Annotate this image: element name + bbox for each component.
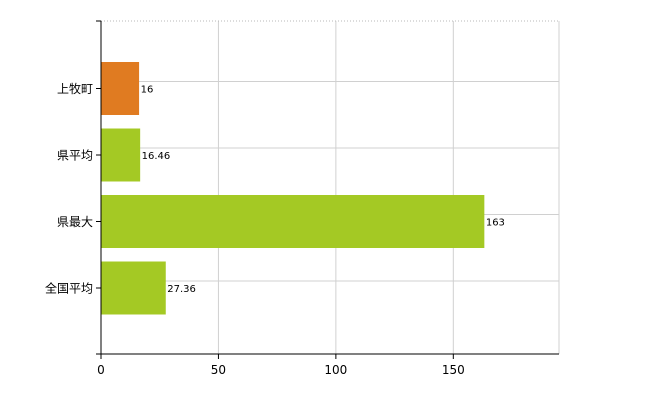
category-label-2: 県最大 (57, 215, 93, 229)
category-label-0: 上牧町 (57, 82, 93, 96)
bar-1 (101, 128, 141, 182)
bar-3 (101, 261, 166, 315)
x-tick-label-0: 0 (97, 363, 105, 377)
data-label-3: 27.36 (167, 284, 196, 295)
category-label-1: 県平均 (57, 149, 93, 163)
bar-2 (101, 195, 485, 248)
x-tick-label-2: 100 (324, 363, 347, 377)
x-tick-label-3: 150 (442, 363, 465, 377)
data-label-1: 16.46 (142, 151, 171, 162)
data-label-0: 16 (141, 85, 154, 96)
data-label-2: 163 (486, 218, 505, 229)
x-tick-label-1: 50 (211, 363, 226, 377)
bar-0 (101, 62, 140, 115)
category-label-3: 全国平均 (45, 281, 93, 296)
